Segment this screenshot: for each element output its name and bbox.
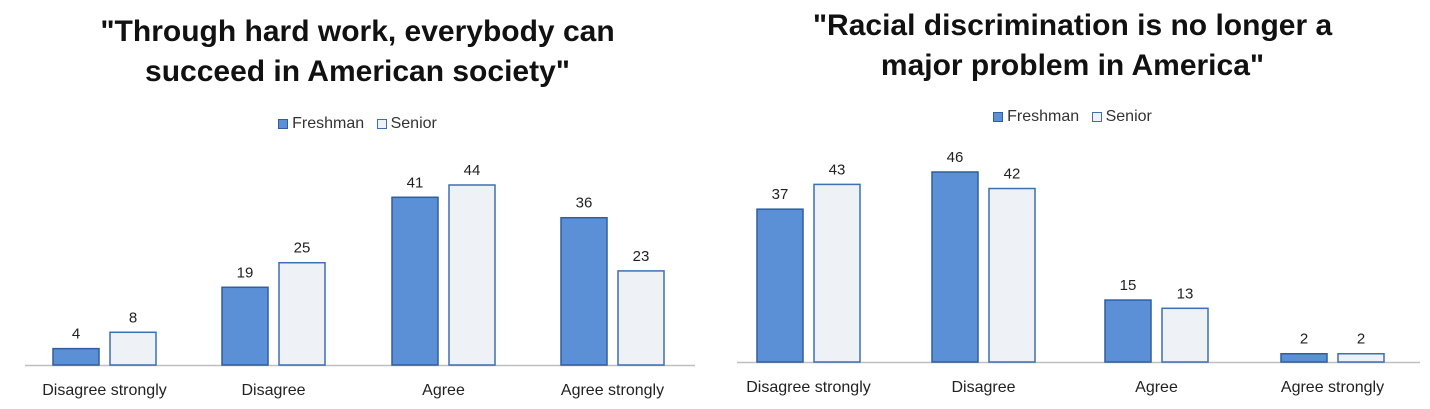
bar-freshman [391, 196, 439, 366]
data-label-senior: 13 [1177, 285, 1194, 302]
data-label-senior: 42 [1004, 166, 1021, 183]
chart-title-line-2: major problem in America" [880, 49, 1265, 82]
bar-freshman [1104, 299, 1152, 363]
x-tick-label: Disagree strongly [42, 382, 167, 399]
chart-title-line-1: "Through hard work, everybody can [100, 15, 615, 48]
data-label-senior: 8 [129, 309, 137, 326]
bar-senior [1337, 352, 1385, 363]
x-tick-label: Agree strongly [561, 382, 664, 399]
chart-title-line-2: succeed in American society" [145, 55, 570, 88]
legend-item-senior: Senior [376, 115, 437, 133]
bar-senior [988, 187, 1036, 363]
data-label-senior: 25 [294, 240, 311, 257]
legend-item-freshman: Freshman [278, 115, 364, 133]
bar-freshman [756, 208, 804, 363]
bar-senior [109, 331, 157, 366]
legend-item-freshman: Freshman [993, 108, 1079, 126]
legend-swatch-freshman [278, 119, 289, 129]
chart-title: "Through hard work, everybody can succee… [0, 12, 715, 92]
data-label-freshman: 2 [1300, 331, 1308, 348]
bar-freshman [1280, 352, 1328, 363]
bar-plot: 37 43 Disagree strongly 46 42 Disagree 15 13 Agr… [737, 149, 1420, 396]
bar-plot: 4 8 Disagree strongly 19 25 Disagree 41 44 Agree… [25, 162, 695, 399]
bar-senior [278, 261, 326, 366]
bar-freshman [560, 216, 608, 366]
chart-legend: Freshman Senior [715, 108, 1430, 127]
x-tick-label: Disagree [241, 382, 305, 399]
bar-senior [813, 183, 861, 363]
data-label-senior: 44 [464, 162, 481, 179]
chart-panel-work: "Through hard work, everybody can succee… [0, 12, 715, 399]
data-label-freshman: 4 [72, 326, 80, 343]
chart-title-line-1: "Racial discrimination is no longer a [812, 9, 1333, 42]
data-label-freshman: 19 [237, 264, 254, 281]
x-tick-label: Agree [1135, 379, 1178, 396]
x-tick-label: Disagree strongly [746, 379, 871, 396]
bar-senior [617, 270, 665, 366]
legend-swatch-senior [376, 119, 387, 129]
chart-panel-racial: "Racial discrimination is no longer a ma… [715, 0, 1430, 409]
chart-legend: Freshman Senior [0, 115, 715, 134]
legend-item-senior: Senior [1091, 108, 1152, 126]
bar-senior [448, 184, 496, 366]
data-label-freshman: 36 [576, 195, 593, 212]
legend-label-freshman: Freshman [1007, 108, 1080, 125]
data-label-freshman: 15 [1120, 277, 1137, 294]
data-label-senior: 2 [1357, 331, 1365, 348]
x-tick-label: Disagree [951, 379, 1015, 396]
x-tick-label: Agree strongly [1281, 379, 1384, 396]
data-label-freshman: 41 [407, 174, 424, 191]
x-tick-label: Agree [422, 382, 465, 399]
bar-freshman [221, 286, 269, 366]
data-label-senior: 43 [829, 161, 846, 178]
legend-label-senior: Senior [1105, 108, 1152, 125]
data-label-freshman: 46 [947, 149, 964, 166]
bar-freshman [52, 347, 100, 366]
data-label-senior: 23 [633, 248, 650, 265]
chart-title: "Racial discrimination is no longer a ma… [715, 6, 1430, 86]
legend-label-freshman: Freshman [292, 115, 365, 132]
legend-label-senior: Senior [390, 115, 437, 132]
bar-senior [1161, 307, 1209, 363]
data-label-freshman: 37 [772, 186, 789, 203]
legend-swatch-freshman [993, 112, 1004, 122]
bar-freshman [931, 171, 979, 363]
legend-swatch-senior [1091, 112, 1102, 122]
